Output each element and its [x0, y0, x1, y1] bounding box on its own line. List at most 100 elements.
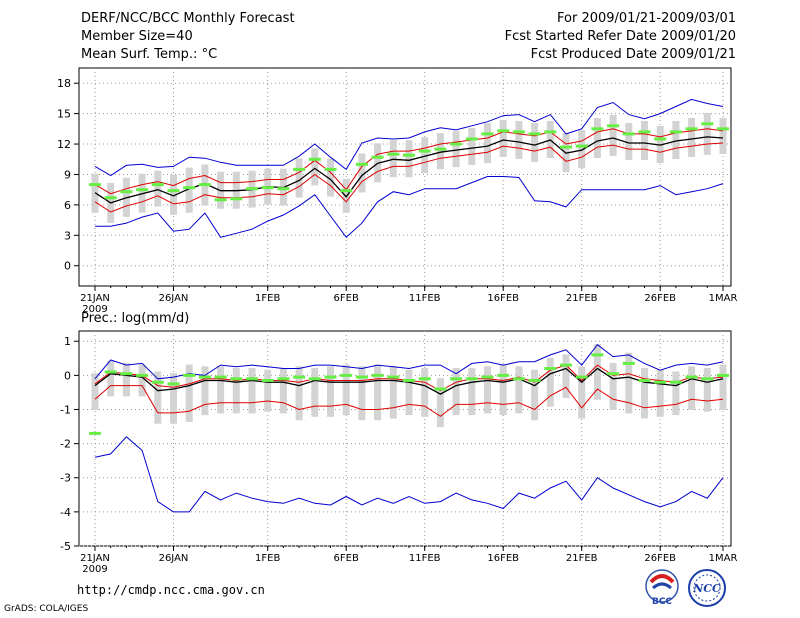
panel2-ytick-label-3: -2: [60, 438, 71, 451]
panel1-marker-20: [403, 153, 415, 157]
panel1-marker-34: [622, 132, 635, 136]
panel1-ytick-label-4: 12: [57, 138, 71, 151]
panel1-frame: [78, 67, 732, 287]
panel2-box-34: [625, 352, 633, 414]
panel1-marker-35: [638, 130, 651, 134]
panel2-marker-30: [560, 363, 572, 367]
panel2-marker-39: [701, 377, 714, 381]
bcc-logo-text: BCC: [652, 597, 672, 607]
panel2-ytick-label-2: -3: [60, 472, 71, 485]
panel2-marker-28: [528, 378, 541, 382]
ncc-logo: NCC: [688, 569, 726, 607]
panel1-marker-6: [183, 186, 196, 190]
panel1-marker-38: [685, 127, 698, 131]
panel1-marker-39: [701, 122, 714, 126]
panel2-marker-11: [261, 378, 274, 382]
panel2-marker-35: [638, 378, 651, 382]
panel2-ytick-label-4: -1: [60, 403, 71, 416]
panel1-marker-40: [717, 127, 729, 131]
panel1-marker-33: [607, 124, 620, 128]
panel2-box-23: [452, 368, 460, 416]
panel1-xtick-label-4: 11FEB: [409, 293, 441, 304]
panel2-box-7: [201, 366, 209, 416]
panel2-box-10: [248, 368, 256, 414]
panel2-marker-29: [544, 367, 557, 371]
panel2-marker-6: [183, 373, 196, 377]
panel1-marker-22: [434, 147, 447, 151]
panel1-xtick-label-1: 26JAN: [159, 293, 189, 304]
panel2-box-9: [232, 368, 240, 414]
panel1-ytick-label-1: 3: [64, 229, 71, 242]
panel2-marker-16: [340, 373, 353, 377]
panel2-marker-40: [717, 373, 729, 377]
panel1-marker-37: [669, 130, 682, 134]
panel2-box-20: [405, 369, 413, 416]
panel1-marker-30: [560, 145, 572, 149]
panel2-marker-17: [355, 375, 368, 379]
panel2-box-37: [672, 371, 680, 416]
panel2-box-26: [499, 364, 507, 416]
panel1-box-21: [421, 137, 429, 174]
panel1-xtick-label-0: 21JAN: [80, 293, 110, 304]
panel2-box-32: [593, 344, 601, 400]
forecast-produced-date: Fcst Produced Date 2009/01/21: [530, 47, 736, 62]
panel2-box-17: [358, 366, 366, 421]
panel1-marker-3: [136, 188, 149, 192]
panel1-series-p_upper: [94, 128, 724, 195]
panel2-box-38: [688, 366, 696, 411]
panel1-marker-15: [324, 167, 337, 171]
panel2-marker-4: [151, 380, 164, 384]
panel2-xtick-year: 2009: [82, 564, 107, 575]
panel1-box-14: [311, 148, 319, 186]
panel2-marker-27: [512, 377, 525, 381]
panel1-marker-24: [465, 137, 478, 141]
panel2-box-21: [421, 368, 429, 417]
panel1-marker-23: [450, 142, 463, 146]
panel1-marker-12: [277, 187, 290, 191]
panel2-ytick-label-1: -4: [60, 506, 71, 519]
panel1-marker-2: [120, 190, 133, 194]
panel1-ytick-label-6: 18: [57, 77, 71, 90]
panel2-xtick-label-2: 1FEB: [255, 553, 280, 564]
panel1-marker-8: [214, 198, 227, 202]
panel1-marker-4: [151, 183, 164, 187]
panel2-xtick-label-7: 26FEB: [644, 553, 676, 564]
panel2-box-4: [154, 371, 162, 424]
member-size: Member Size=40: [81, 29, 193, 44]
source-url[interactable]: http://cmdp.ncc.cma.gov.cn: [77, 583, 265, 597]
forecast-period: For 2009/01/21-2009/03/01: [557, 11, 736, 26]
panel2-marker-9: [230, 377, 243, 381]
variable-label-prec: Prec.: log(mm/d): [81, 311, 190, 326]
panel2-marker-23: [450, 377, 463, 381]
panel1-marker-10: [246, 187, 258, 191]
panel1-box-4: [154, 170, 162, 207]
panel1-marker-14: [308, 157, 321, 161]
panel1-marker-11: [261, 186, 274, 190]
panel1-xtick-label-8: 1MAR: [709, 293, 738, 304]
panel2-box-39: [703, 368, 711, 412]
panel2-marker-13: [293, 375, 306, 379]
panel2-xtick-label-3: 6FEB: [334, 553, 359, 564]
panel2-marker-1: [104, 370, 117, 374]
panel2-box-8: [217, 366, 225, 414]
panel1-box-13: [295, 158, 303, 198]
panel2-box-14: [311, 368, 319, 417]
panel2-ytick-label-0: -5: [60, 540, 71, 553]
panel2-marker-31: [575, 375, 588, 379]
panel2-box-33: [609, 362, 617, 411]
panel2-marker-37: [669, 380, 682, 384]
panel2-marker-7: [198, 375, 211, 379]
panel1-ytick-label-5: 15: [57, 108, 71, 121]
bcc-logo: BCC: [645, 569, 679, 607]
panel2-box-1: [107, 361, 115, 397]
panel2-box-27: [515, 366, 523, 414]
panel1-series-min: [94, 142, 724, 213]
panel1-box-38: [688, 117, 696, 157]
panel1-marker-29: [544, 130, 557, 134]
panel2-xtick-label-5: 16FEB: [487, 553, 519, 564]
panel2-marker-34: [622, 361, 635, 365]
panel1-box-23: [452, 131, 460, 168]
panel2-xtick-label-6: 21FEB: [566, 553, 598, 564]
panel1-xtick-label-5: 16FEB: [487, 293, 519, 304]
panel2-marker-10: [246, 377, 258, 381]
